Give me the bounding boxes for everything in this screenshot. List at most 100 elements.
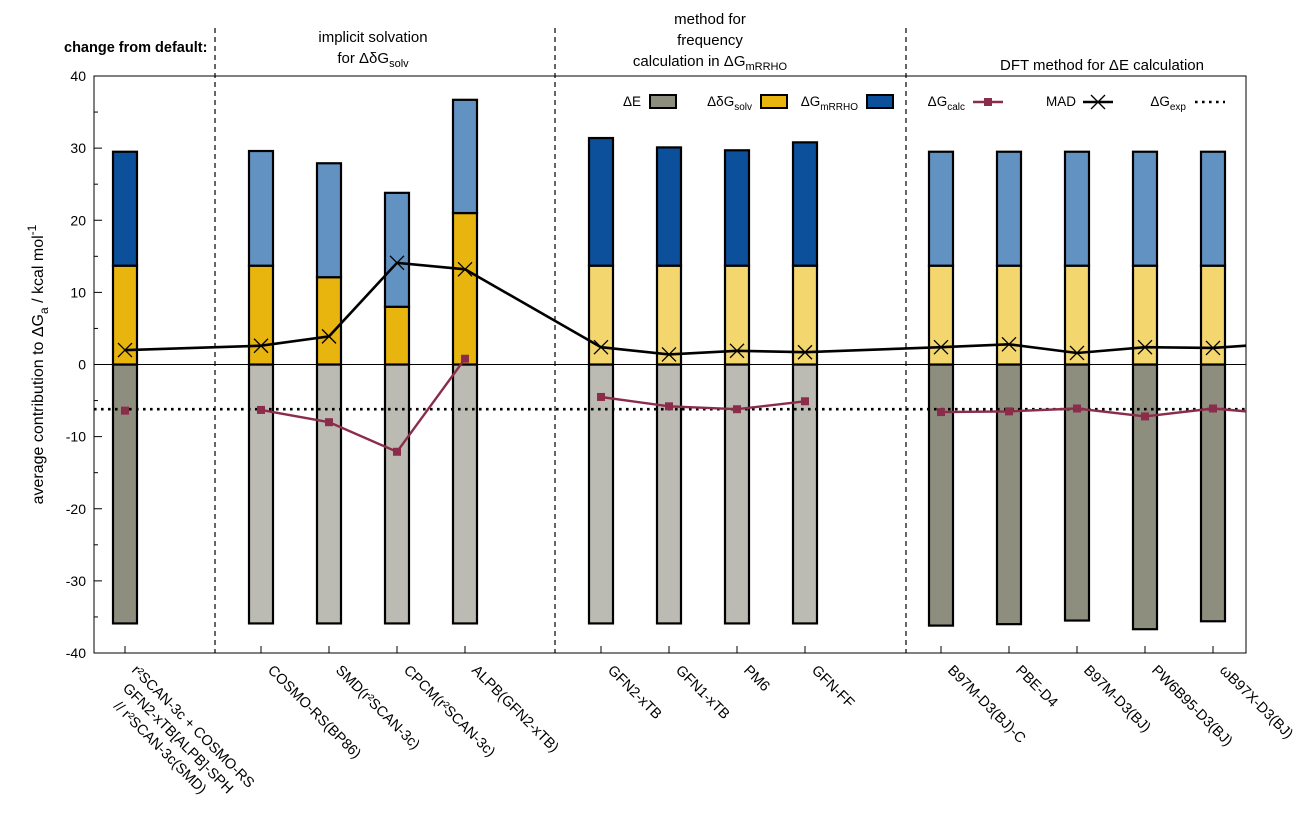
bar-dE-cpcm [383,363,411,625]
group-label-dft: DFT method for ΔE calculation [1000,57,1204,74]
header-label: change from default: [64,40,207,56]
dGcalc-point-pbe [1005,407,1013,416]
bar-dE-pw6b95 [1131,363,1159,631]
x-tick-label-default: GFN2-xTB[ALPB]-SPH [119,681,236,798]
mad-cross-b [253,338,269,354]
mad-point-gfn1 [661,346,677,362]
legend-swatch-rrho [866,94,894,109]
mad-cross-b [933,339,949,355]
dGcalc-point-cosmo-rs [257,405,265,414]
bar-rrho-pw6b95 [1131,150,1159,267]
group-label-solvation-line2: for ΔδGsolv [337,50,409,70]
mad-point-b97m-c [933,339,949,355]
bar-dE-wb97x [1199,363,1227,623]
bar-solv-wb97x [1199,264,1227,366]
mad-point-b97m [1069,345,1085,361]
dGcalc-point-b97m-c [937,408,945,417]
bar-dE-cosmo-rs [247,363,275,625]
x-tick-label-pbe: PBE-D4 [1012,663,1060,711]
mad-point-pm6 [729,343,745,359]
legend-label-exp: ΔGexp [1150,94,1186,113]
dGcalc-point-alpb [461,354,469,363]
bar-rrho-wb97x [1199,150,1227,267]
bar-rrho-pm6 [723,149,751,267]
bar-rrho-cpcm [383,191,411,308]
bar-rrho-cosmo-rs [247,149,275,267]
bar-rrho-pbe [995,150,1023,267]
mad-cross-b [797,344,813,360]
bar-rrho-default [111,150,139,267]
mad-point-gfnff [797,344,813,360]
bar-rrho-alpb [451,98,479,215]
mad-cross-b [1205,340,1221,356]
mad-cross-b [457,261,473,277]
bar-dE-b97m-c [927,363,955,627]
group-label-solvation-line1: implicit solvation [318,29,427,46]
mad-point-alpb [457,261,473,277]
group-label-frequency-line2: frequency [677,32,743,49]
y-tick-label: -40 [66,645,86,661]
bar-dE-gfn2 [587,363,615,625]
mad-point-cosmo-rs [253,338,269,354]
dGcalc-point-smd [325,418,333,427]
dGcalc-point-pw6b95 [1141,412,1149,421]
mad-cross-b [389,255,405,271]
y-tick-label: -30 [66,573,86,589]
header-text: change from default: implicit solvation fo… [64,11,1204,74]
bar-rrho-smd [315,162,343,279]
bar-solv-smd [315,276,343,366]
series-lines [94,255,1247,456]
mad-cross-b [593,339,609,355]
bar-solv-gfn2 [587,264,615,366]
legend-label-calc: ΔGcalc [928,94,965,113]
dGcalc-point-cpcm [393,447,401,456]
bar-solv-pbe [995,264,1023,366]
bar-rrho-gfn2 [587,136,615,267]
y-tick-label: 10 [70,284,86,300]
legend-marker-calc [984,98,992,106]
mad-point-cpcm [389,255,405,271]
bar-solv-alpb [451,211,479,366]
dGcalc-point-gfn1 [665,402,673,411]
mad-point-wb97x [1205,340,1221,356]
bar-solv-b97m-c [927,264,955,366]
mad-cross-b [117,342,133,358]
dGcalc-point-gfnff [801,397,809,406]
mad-cross-b [1069,345,1085,361]
bar-dE-b97m [1063,363,1091,622]
bar-dE-default [111,363,139,625]
x-tick-label-gfnff: GFN-FF [808,663,857,712]
axes: -40 -30 -20 -10 0 10 20 30 40 average contributio… [25,28,1247,661]
legend-label-rrho: ΔGmRRHO [801,94,859,113]
dGcalc-line-segment [260,357,466,454]
mad-point-pw6b95 [1137,339,1153,355]
y-tick-label: 40 [70,68,86,84]
bar-solv-gfnff [791,264,819,366]
bar-dE-pbe [995,363,1023,626]
legend-cross-b [1090,94,1106,110]
dGcalc-point-default [121,406,129,415]
mad-point-default [117,342,133,358]
dGcalc-point-wb97x [1209,404,1217,413]
legend-label-solv: ΔδGsolv [707,94,752,113]
mad-cross-b [1001,336,1017,352]
y-tick-label: -10 [66,429,86,445]
dGcalc-line-extension [1212,407,1247,413]
bar-solv-gfn1 [655,264,683,366]
mad-cross-b [729,343,745,359]
x-tick-labels: r²SCAN-3c + COSMO-RSGFN2-xTB[ALPB]-SPH//… [110,663,1296,798]
bar-rrho-b97m [1063,150,1091,267]
legend-label-dE: ΔE [623,94,641,109]
x-tick-label-pm6: PM6 [740,663,772,695]
x-tick-label-gfn2: GFN2-xTB [604,663,664,723]
bar-solv-b97m [1063,264,1091,366]
mad-point-pbe [1001,336,1017,352]
bar-solv-default [111,264,139,366]
bar-rrho-b97m-c [927,150,955,267]
y-tick-label: 30 [70,140,86,156]
bar-solv-cosmo-rs [247,264,275,366]
bar-dE-pm6 [723,363,751,625]
y-tick-label: 0 [78,357,86,373]
bar-dE-gfnff [791,363,819,625]
bar-rrho-gfn1 [655,146,683,267]
